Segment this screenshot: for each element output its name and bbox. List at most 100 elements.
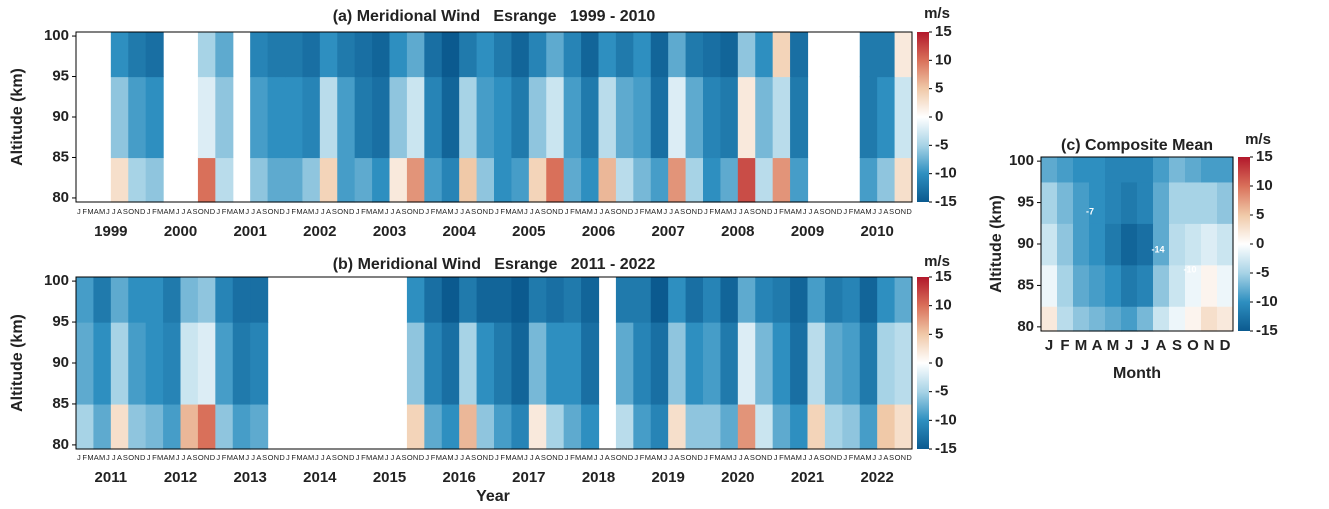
heatmap-cell xyxy=(267,32,286,78)
x-month-label: M xyxy=(505,207,511,216)
heatmap-cell xyxy=(145,32,164,78)
x-month-label: A xyxy=(744,453,749,462)
heatmap-cell xyxy=(511,32,530,78)
heatmap-cell xyxy=(650,322,669,405)
x-month-label: M xyxy=(447,207,453,216)
heatmap-cell xyxy=(128,403,147,450)
heatmap-cell xyxy=(1057,223,1074,266)
heatmap-cell xyxy=(703,157,722,203)
x-month-label: N xyxy=(274,453,279,462)
x-month-label: M xyxy=(714,453,720,462)
heatmap-cell xyxy=(110,322,129,405)
x-month-label: A xyxy=(326,207,331,216)
x-month-label: A xyxy=(721,453,726,462)
heatmap-cell xyxy=(755,76,774,159)
x-month-label: J xyxy=(460,453,464,462)
x-month-label: N xyxy=(831,453,836,462)
heatmap-cell xyxy=(354,76,373,159)
heatmap-cell xyxy=(128,322,147,405)
x-month-label: A xyxy=(326,453,331,462)
heatmap-cell xyxy=(1185,306,1202,332)
heatmap-cell xyxy=(250,76,269,159)
x-month-label: N xyxy=(413,207,418,216)
x-month-label: O xyxy=(755,453,761,462)
heatmap-cell xyxy=(494,32,513,78)
x-month-label: D xyxy=(279,453,285,462)
heatmap-cell xyxy=(180,277,199,323)
heatmap-cell xyxy=(772,322,791,405)
heatmap-cell xyxy=(581,32,600,78)
x-year-label: 2020 xyxy=(721,469,754,486)
x-month-label: D xyxy=(210,207,216,216)
x-axis-label: Month xyxy=(1113,365,1161,382)
x-month-label: A xyxy=(442,207,447,216)
heatmap-cell xyxy=(685,32,704,78)
heatmap-cell xyxy=(685,322,704,405)
x-month-label: A xyxy=(605,207,610,216)
x-month-label: O xyxy=(616,453,622,462)
colorbar-tick-label: -10 xyxy=(1256,293,1278,310)
x-year-label: 2018 xyxy=(582,469,615,486)
x-month-label: S xyxy=(750,453,755,462)
colorbar-tick-label: 5 xyxy=(935,325,943,342)
x-month-label: O xyxy=(407,207,413,216)
heatmap-cell xyxy=(1169,181,1186,224)
heatmap-cell xyxy=(1185,223,1202,266)
heatmap-cell xyxy=(615,157,634,203)
x-month-label: F xyxy=(779,207,784,216)
x-year-label: 2000 xyxy=(164,223,197,240)
heatmap-cell xyxy=(877,76,896,159)
x-month-label: M xyxy=(854,453,860,462)
heatmap-cell xyxy=(459,76,478,159)
heatmap-cell xyxy=(337,157,356,203)
heatmap-cell xyxy=(1201,306,1218,332)
y-tick-label: 90 xyxy=(1017,235,1034,252)
heatmap-cell xyxy=(877,32,896,78)
heatmap-cell xyxy=(494,403,513,450)
x-month-label: O xyxy=(755,207,761,216)
x-month-label: A xyxy=(465,207,470,216)
x-month-label: J xyxy=(321,453,325,462)
heatmap-cell xyxy=(1057,157,1074,183)
heatmap-cell xyxy=(650,157,669,203)
x-month-label: M xyxy=(865,207,871,216)
x-month-label: D xyxy=(210,453,216,462)
panel-title: (b) Meridional Wind Esrange 2011 - 2022 xyxy=(333,256,656,273)
heatmap-cell xyxy=(1217,306,1234,332)
x-month-label: J xyxy=(391,453,395,462)
colorbar-tick-label: -5 xyxy=(1256,264,1269,281)
x-month-label: J xyxy=(669,207,673,216)
heatmap-cell xyxy=(615,277,634,323)
heatmap-cell xyxy=(389,32,408,78)
x-month-label: A xyxy=(163,207,168,216)
colorbar-tick-label: -5 xyxy=(935,136,948,153)
x-month-label: D xyxy=(697,207,703,216)
x-year-label: 2009 xyxy=(791,223,824,240)
x-month-label: M xyxy=(227,453,233,462)
heatmap-cell xyxy=(424,403,443,450)
y-tick-label: 85 xyxy=(52,395,69,412)
x-month-label: A xyxy=(883,207,888,216)
heatmap-cell xyxy=(197,157,216,203)
x-month-label: S xyxy=(541,453,546,462)
x-tick-label: A xyxy=(1156,337,1167,354)
x-month-label: J xyxy=(733,207,737,216)
x-month-label: M xyxy=(157,453,163,462)
x-month-label: N xyxy=(622,207,627,216)
x-month-label: J xyxy=(245,207,249,216)
x-month-label: J xyxy=(251,207,255,216)
heatmap-cell xyxy=(441,322,460,405)
x-year-label: 2004 xyxy=(442,223,476,240)
heatmap-cell xyxy=(720,157,739,203)
heatmap-cell xyxy=(1041,264,1058,307)
heatmap-cell xyxy=(685,157,704,203)
x-month-label: A xyxy=(581,453,586,462)
x-month-label: F xyxy=(431,453,436,462)
heatmap-cell xyxy=(633,76,652,159)
x-month-label: M xyxy=(587,207,593,216)
x-month-label: J xyxy=(878,453,882,462)
heatmap-cell xyxy=(650,32,669,78)
heatmap-cell xyxy=(406,32,425,78)
x-month-label: A xyxy=(883,453,888,462)
heatmap-cell xyxy=(302,157,321,203)
